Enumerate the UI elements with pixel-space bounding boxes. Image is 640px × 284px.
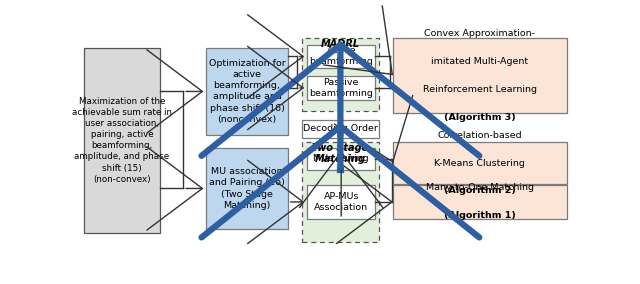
Text: AP-MUs
Association: AP-MUs Association bbox=[314, 192, 368, 212]
Bar bbox=[307, 185, 375, 219]
Text: Correlation-based: Correlation-based bbox=[438, 131, 522, 140]
Text: (Algorithm 2): (Algorithm 2) bbox=[444, 186, 516, 195]
Bar bbox=[393, 185, 566, 219]
Text: Reinforcement Learning: Reinforcement Learning bbox=[423, 85, 537, 94]
Text: Many-to-One Matching: Many-to-One Matching bbox=[426, 183, 534, 193]
Text: Optimization for
active
beamforming,
amplitude and
phase shift (16)
(nonconvex): Optimization for active beamforming, amp… bbox=[209, 59, 285, 124]
Text: MUs Pairing: MUs Pairing bbox=[314, 154, 369, 163]
Text: MADRL: MADRL bbox=[321, 39, 360, 49]
Bar bbox=[307, 148, 375, 170]
Bar bbox=[301, 120, 379, 138]
Bar bbox=[206, 148, 288, 229]
Text: Passive
beamforming: Passive beamforming bbox=[309, 78, 373, 98]
Bar bbox=[393, 142, 566, 184]
Text: Two Stage
Matching: Two Stage Matching bbox=[312, 143, 369, 164]
Text: Maximization of the
achievable sum rate in
user association,
pairing, active
bea: Maximization of the achievable sum rate … bbox=[72, 97, 172, 184]
Bar bbox=[393, 38, 566, 113]
Text: K-Means Clustering: K-Means Clustering bbox=[435, 158, 525, 168]
Text: Decoding Order: Decoding Order bbox=[303, 124, 378, 133]
Text: Convex Approximation-: Convex Approximation- bbox=[424, 29, 536, 38]
Bar bbox=[307, 76, 375, 99]
Bar bbox=[84, 48, 160, 233]
Bar bbox=[206, 48, 288, 135]
Text: imitated Multi-Agent: imitated Multi-Agent bbox=[431, 57, 529, 66]
Bar bbox=[301, 38, 379, 111]
Bar bbox=[307, 45, 375, 68]
Text: MU association
and Pairing (16)
(Two Stage
Matching): MU association and Pairing (16) (Two Sta… bbox=[209, 167, 285, 210]
Text: Active
beamforming: Active beamforming bbox=[309, 46, 373, 66]
Text: (Algorithm 3): (Algorithm 3) bbox=[444, 112, 516, 122]
Text: (Algorithm 1): (Algorithm 1) bbox=[444, 211, 516, 220]
Bar bbox=[301, 142, 379, 242]
